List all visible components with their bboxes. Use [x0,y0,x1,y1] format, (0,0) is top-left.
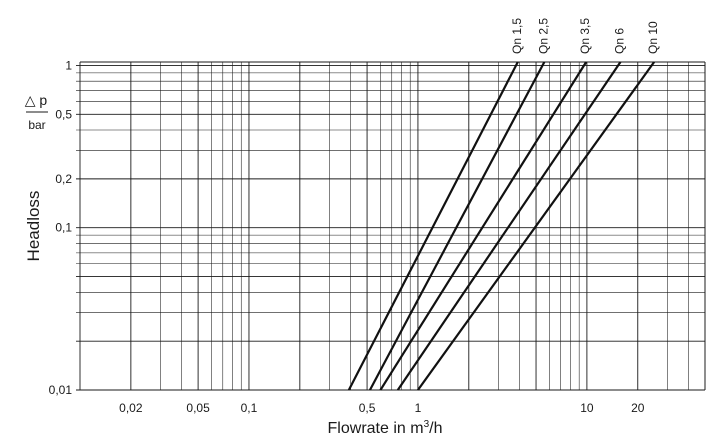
y-tick-labels: 0,01 0,1 0,2 0,5 1 [49,58,73,397]
y-tick-label: 0,2 [55,172,72,186]
y-symbol: △ p [25,92,48,108]
y-unit-block: △ p bar [25,92,48,132]
x-axis-title-main: Flowrate in m [328,420,424,437]
x-tick-label: 20 [631,401,645,415]
series-label-4: Qn 6 [612,28,626,54]
x-tick-label: 0,02 [119,401,143,415]
series-label-2: Qn 2,5 [536,18,550,54]
series-label-3: Qn 3,5 [578,18,592,54]
x-tick-label: 0,5 [359,401,376,415]
y-axis-title: Headloss [24,191,43,262]
x-tick-label: 0,05 [186,401,210,415]
x-tick-label: 1 [415,401,422,415]
y-tick-label: 0,5 [55,107,72,121]
x-axis-title-unit: /h [429,420,442,437]
y-tick-label: 1 [65,58,72,72]
y-unit: bar [28,118,45,132]
series-label-1: Qn 1,5 [510,18,524,54]
x-tick-label: 10 [580,401,594,415]
y-tick-label: 0,01 [49,383,73,397]
series-labels: Qn 1,5 Qn 2,5 Qn 3,5 Qn 6 Qn 10 [510,18,660,54]
x-tick-label: 0,1 [241,401,258,415]
x-axis-title: Flowrate in m3/h [328,419,443,437]
y-tick-label: 0,1 [55,221,72,235]
grid [76,62,705,390]
x-tick-labels: 0,02 0,05 0,1 0,5 1 10 20 [119,401,645,415]
series-label-5: Qn 10 [646,21,660,54]
